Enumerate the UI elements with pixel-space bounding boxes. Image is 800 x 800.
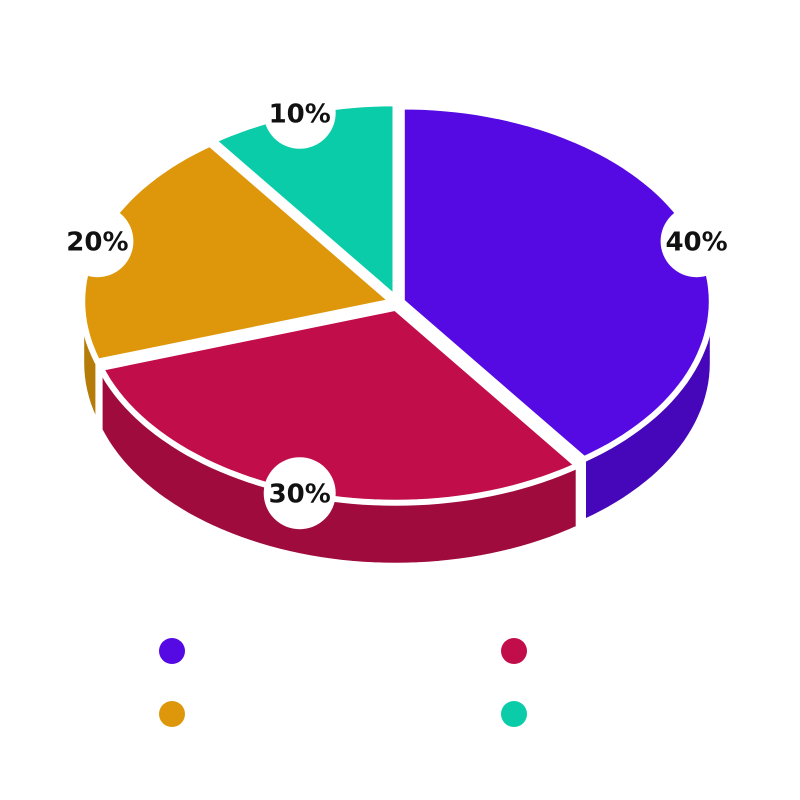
- legend-swatch: [159, 701, 185, 727]
- label-badge: [61, 205, 134, 278]
- label-badge: [660, 205, 733, 278]
- label-badge: [263, 457, 336, 530]
- data-label: 40%: [665, 228, 727, 258]
- data-label: 30%: [269, 480, 331, 510]
- data-label: 10%: [269, 99, 331, 129]
- data-label: 20%: [66, 228, 128, 258]
- legend-swatch: [501, 701, 527, 727]
- legend-swatch: [159, 638, 185, 664]
- label-badge: [263, 76, 336, 149]
- legend-swatch: [501, 638, 527, 664]
